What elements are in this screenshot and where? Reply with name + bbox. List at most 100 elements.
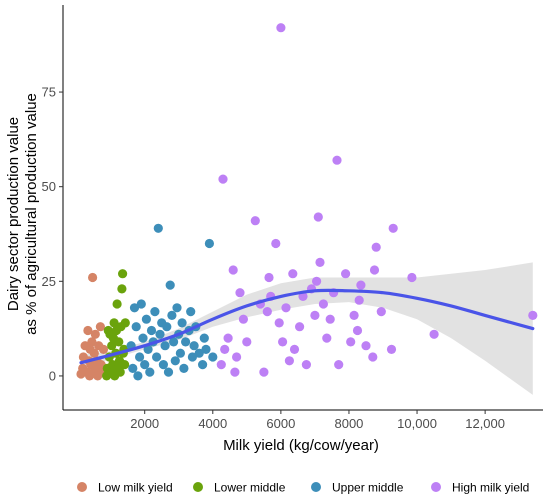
data-point-series-0-5: [83, 325, 93, 336]
data-point-series-2-3: [131, 322, 141, 332]
data-point-series-3-34: [325, 314, 335, 324]
data-point-series-2-40: [199, 333, 209, 343]
y-axis-title-line-2: as % of agricultural production value: [23, 93, 40, 335]
y-axis-title-line-1: Dairy sector production value: [5, 117, 22, 311]
axes-layer: 0 25 50 75 2000 4000 6000 8000 10,000 12,000: [42, 5, 543, 431]
data-point-series-3-21: [284, 356, 294, 366]
legend-swatch-1: [193, 482, 203, 492]
data-point-series-3-0: [216, 360, 226, 370]
data-point-series-3-7: [235, 288, 245, 298]
data-point-series-3-29: [312, 276, 322, 286]
legend-swatch-2: [311, 482, 321, 492]
data-point-series-3-50: [388, 223, 398, 233]
legend-label-0: Low milk yield: [98, 481, 173, 495]
data-point-series-1-13: [112, 299, 122, 309]
data-point-series-1-24: [120, 318, 130, 328]
data-point-series-3-28: [310, 310, 320, 320]
legend-label-3: High milk yield: [452, 481, 529, 495]
confidence-band-layer: [81, 262, 533, 395]
y-tick-label-2: 50: [42, 179, 56, 194]
data-point-series-3-9: [242, 337, 252, 347]
x-tick-label-2: 6000: [266, 416, 295, 431]
data-point-series-3-1: [218, 174, 228, 184]
data-point-series-1-19: [117, 284, 127, 294]
legend-label-2: Upper middle: [332, 481, 404, 495]
data-point-series-2-30: [177, 318, 187, 328]
data-point-series-1-20: [118, 269, 128, 279]
data-point-series-2-2: [129, 303, 140, 313]
data-point-series-2-8: [140, 360, 150, 370]
x-tick-label-3: 8000: [334, 416, 363, 431]
data-point-series-3-38: [341, 269, 351, 279]
trend-line: [79, 288, 535, 365]
data-point-series-2-11: [145, 367, 155, 377]
data-point-series-3-41: [352, 325, 363, 336]
data-point-series-2-16: [153, 223, 163, 233]
data-point-series-2-7: [138, 333, 148, 343]
data-point-series-3-32: [318, 299, 328, 309]
data-point-series-3-20: [281, 303, 291, 313]
trend-line-layer: [79, 288, 535, 365]
data-point-series-3-19: [278, 337, 288, 347]
data-point-series-2-19: [158, 360, 168, 370]
data-point-series-3-12: [259, 367, 269, 377]
data-point-series-2-41: [201, 344, 211, 354]
data-point-series-2-36: [189, 341, 199, 351]
data-point-series-3-37: [334, 360, 344, 370]
data-point-series-3-10: [250, 216, 260, 226]
data-point-series-2-24: [167, 310, 177, 320]
data-point-series-3-23: [289, 344, 300, 354]
x-tick-label-1: 4000: [198, 416, 227, 431]
data-point-series-3-4: [228, 265, 238, 275]
legend-swatch-0: [77, 482, 87, 492]
data-point-series-3-43: [356, 280, 366, 290]
data-point-series-3-52: [429, 329, 439, 339]
data-point-series-2-5: [135, 352, 145, 362]
data-point-series-2-20: [160, 341, 170, 351]
data-point-series-0-11: [88, 272, 98, 283]
data-point-series-2-42: [204, 238, 214, 249]
data-point-series-3-5: [230, 367, 240, 377]
data-point-series-3-46: [369, 265, 380, 275]
data-point-series-3-24: [295, 322, 305, 332]
data-point-series-1-9: [109, 318, 119, 328]
data-point-series-2-9: [141, 314, 151, 324]
data-point-series-3-48: [376, 307, 386, 317]
data-point-series-0-14: [90, 329, 100, 339]
data-point-series-3-14: [264, 272, 274, 283]
data-point-series-3-13: [262, 307, 272, 317]
data-point-series-1-23: [120, 360, 130, 370]
data-point-series-2-38: [194, 348, 204, 358]
data-point-series-2-21: [162, 322, 172, 332]
data-point-series-2-23: [165, 280, 175, 290]
data-point-series-2-32: [181, 337, 191, 347]
y-tick-label-0: 0: [49, 368, 56, 383]
x-axis-title: Milk yield (kg/cow/year): [223, 437, 379, 454]
data-point-series-2-34: [186, 307, 196, 317]
legend-label-1: Lower middle: [214, 481, 286, 495]
data-point-series-3-6: [232, 352, 242, 362]
data-point-series-2-4: [133, 371, 143, 381]
data-point-series-3-3: [223, 333, 233, 343]
data-point-series-2-35: [187, 352, 197, 362]
data-point-series-3-40: [349, 310, 359, 320]
data-point-series-3-2: [220, 344, 230, 354]
confidence-band: [81, 262, 533, 395]
data-point-series-1-15: [114, 337, 124, 347]
data-point-series-3-30: [313, 212, 323, 222]
data-point-series-0-13: [89, 348, 99, 358]
x-tick-label-0: 2000: [130, 416, 159, 431]
data-point-series-3-45: [368, 352, 378, 362]
data-point-series-3-49: [386, 344, 397, 354]
data-point-series-1-6: [107, 341, 117, 351]
data-point-series-3-39: [346, 337, 356, 347]
data-point-series-0-10: [87, 337, 97, 347]
data-point-series-2-29: [175, 348, 185, 358]
data-point-series-3-47: [371, 242, 381, 252]
x-tick-label-4: 10,000: [397, 416, 437, 431]
data-point-series-3-17: [274, 318, 284, 328]
data-point-series-3-31: [315, 257, 325, 267]
data-point-series-3-33: [322, 333, 332, 343]
data-point-series-1-17: [115, 367, 125, 377]
x-tick-label-5: 12,000: [465, 416, 505, 431]
